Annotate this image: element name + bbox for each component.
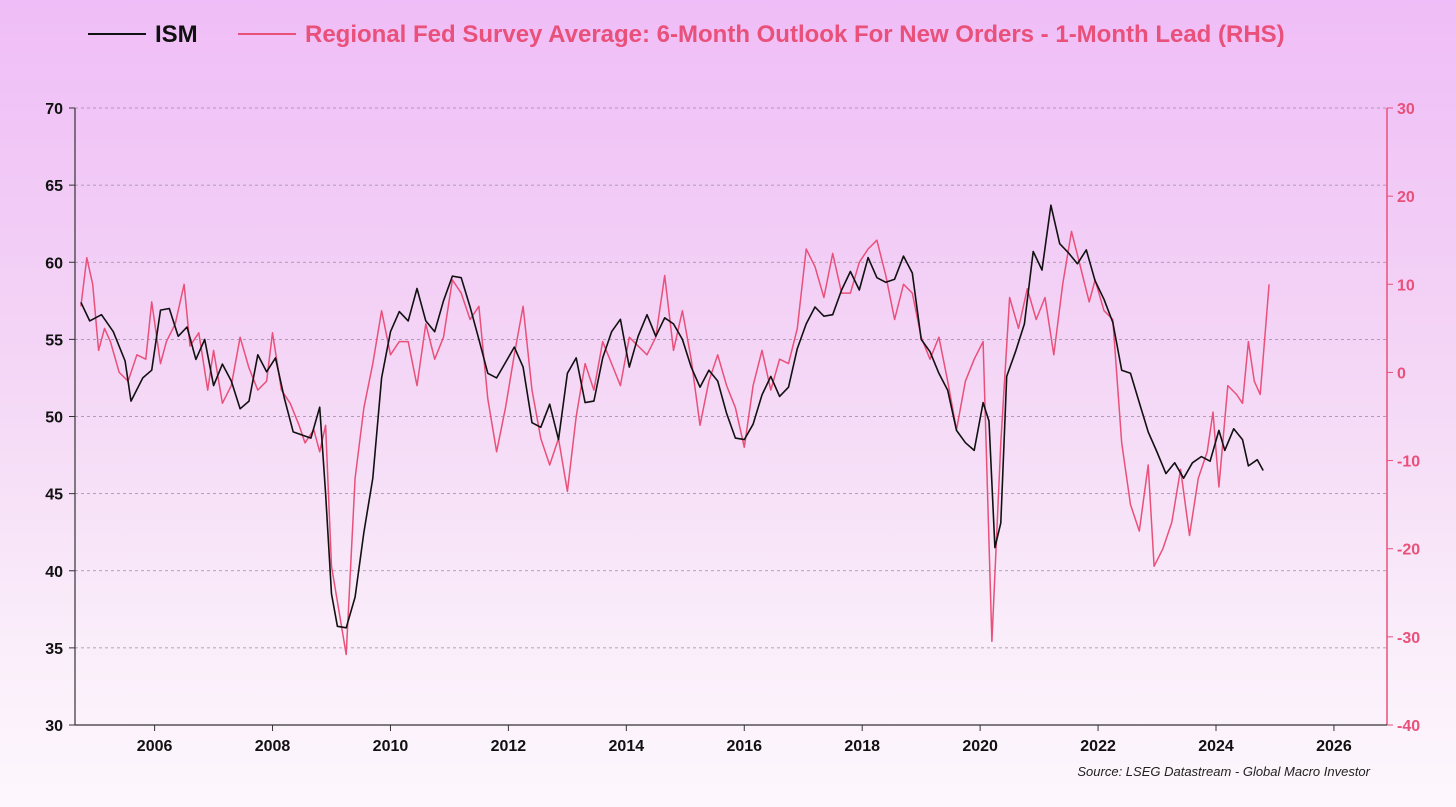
bottom-tick-label: 2014 (609, 738, 645, 755)
bottom-axis-ticks: 2006 2008 2010 2012 2014 2016 2018 2020 2022 2024… (137, 725, 1352, 755)
left-tick-label: 60 (45, 255, 63, 272)
right-tick-label: -40 (1397, 718, 1420, 735)
left-tick-label: 55 (45, 332, 63, 349)
right-tick-label: -20 (1397, 542, 1420, 559)
series-group (80, 204, 1270, 656)
right-tick-label: 20 (1397, 189, 1415, 206)
source-note: Source: LSEG Datastream - Global Macro I… (1077, 764, 1370, 779)
bottom-tick-label: 2024 (1198, 738, 1234, 755)
bottom-tick-label: 2022 (1080, 738, 1116, 755)
right-tick-label: 0 (1397, 365, 1406, 382)
bottom-tick-label: 2018 (844, 738, 880, 755)
bottom-tick-label: 2010 (373, 738, 409, 755)
left-tick-label: 70 (45, 101, 63, 118)
series-line-regional-fed (80, 230, 1270, 656)
left-tick-label: 50 (45, 410, 63, 427)
bottom-tick-label: 2008 (255, 738, 291, 755)
bottom-tick-label: 2006 (137, 738, 173, 755)
left-tick-label: 45 (45, 487, 63, 504)
bottom-tick-label: 2026 (1316, 738, 1352, 755)
right-tick-label: 10 (1397, 277, 1415, 294)
bottom-tick-label: 2020 (962, 738, 998, 755)
grid (75, 107, 1387, 649)
right-tick-label: -10 (1397, 454, 1420, 471)
left-tick-label: 35 (45, 641, 63, 658)
right-tick-label: 30 (1397, 101, 1415, 118)
left-tick-label: 65 (45, 178, 63, 195)
series-line-ism (80, 204, 1264, 629)
legend-label-regional-fed: Regional Fed Survey Average: 6-Month Out… (305, 21, 1285, 48)
legend: ISM Regional Fed Survey Average: 6-Month… (88, 21, 1285, 48)
left-tick-label: 40 (45, 564, 63, 581)
bottom-tick-label: 2012 (491, 738, 527, 755)
right-tick-label: -30 (1397, 630, 1420, 647)
left-axis-ticks: 70 65 60 55 50 45 40 35 30 (45, 101, 75, 735)
legend-label-ism: ISM (155, 21, 198, 48)
left-tick-label: 30 (45, 718, 63, 735)
right-axis-ticks: 30 20 10 0 -10 -20 -30 -40 (1387, 101, 1420, 735)
bottom-tick-label: 2016 (726, 738, 762, 755)
